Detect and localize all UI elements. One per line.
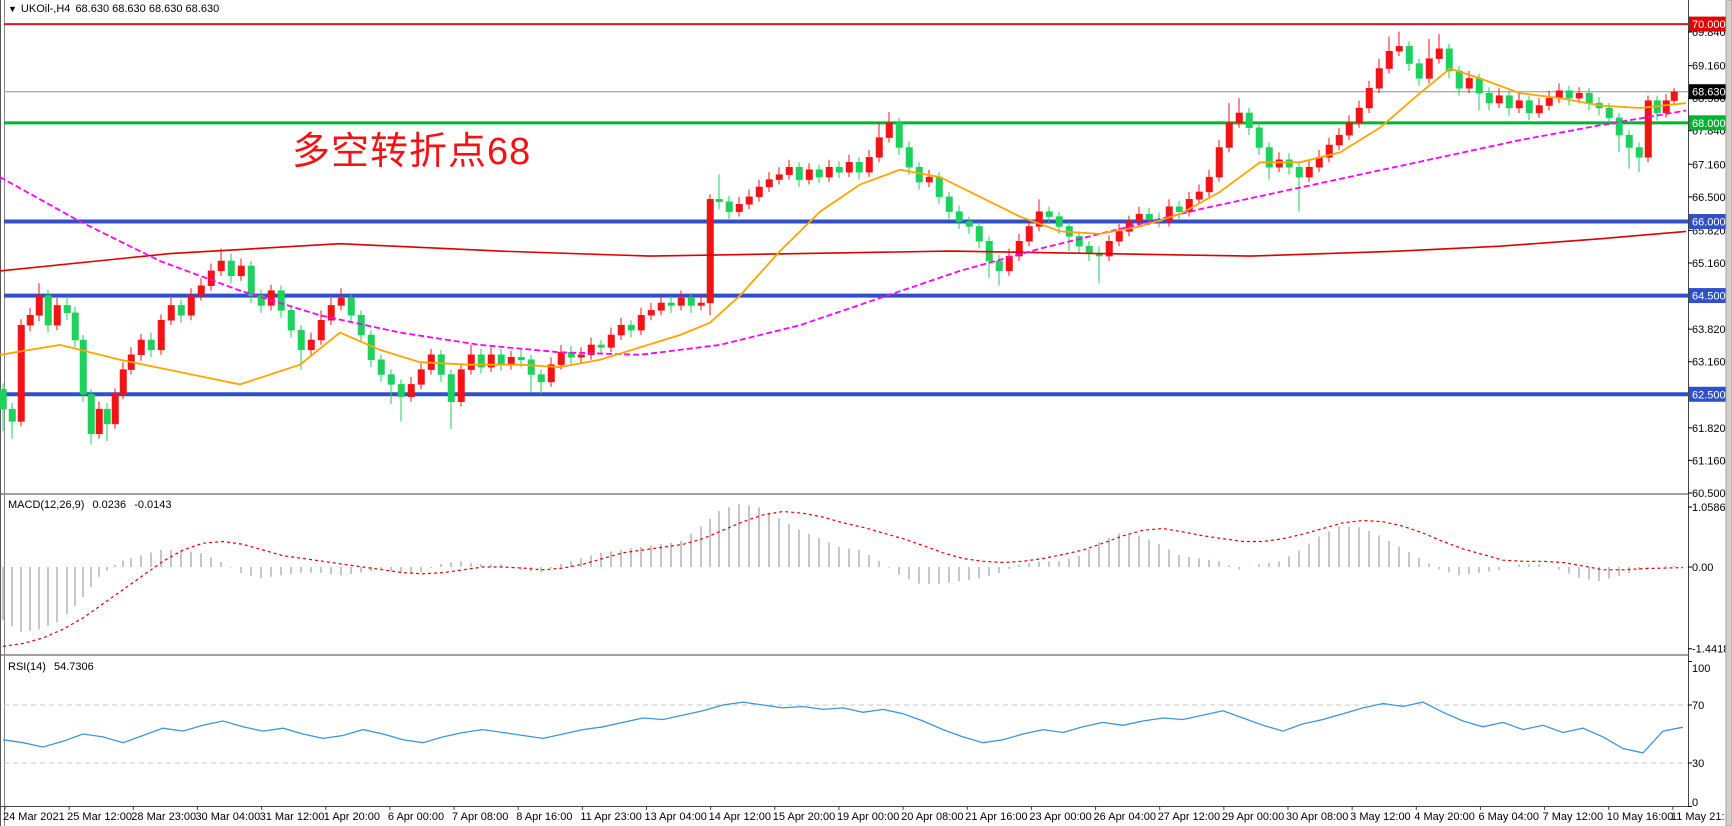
time-tick-label: 13 Apr 04:00 (645, 811, 707, 823)
time-tick-label: 4 May 20:00 (1414, 811, 1475, 823)
time-tick-label: 6 Apr 00:00 (388, 811, 444, 823)
horizontal-level-lines (4, 23, 1688, 397)
price-tick-label: 63.820 (1692, 324, 1726, 336)
rsi-axis-label: 0 (1692, 797, 1698, 809)
rsi-value: 54.7306 (53, 661, 94, 673)
time-tick-label: 30 Mar 04:00 (195, 811, 260, 823)
macd-signal-value: -0.0143 (134, 499, 172, 511)
ma-mid-magenta-line (0, 109, 1687, 356)
macd-indicator-header[interactable]: MACD(12,26,9) 0.0236 -0.0143 (8, 499, 172, 511)
time-tick-label: 31 Mar 12:00 (260, 811, 325, 823)
time-tick-label: 11 Apr 23:00 (580, 811, 642, 823)
price-badge-68.000 (1689, 115, 1727, 131)
rsi-axis-label: 70 (1692, 700, 1704, 712)
time-tick-label: 11 May 21:15 (1671, 811, 1732, 823)
time-tick-label: 7 May 12:00 (1543, 811, 1604, 823)
price-badge-66.000 (1689, 214, 1727, 230)
macd-axis-label: 0.00 (1692, 562, 1713, 574)
price-badge-label: 66.000 (1692, 217, 1726, 229)
price-badge-70.000 (1689, 16, 1727, 32)
time-axis: 24 Mar 2021 25 Mar 12:00 28 Mar 23:00 30 Ma… (3, 806, 1732, 823)
macd-main-value: 0.0236 (92, 499, 127, 511)
time-tick-label: 20 Apr 08:00 (901, 811, 963, 823)
time-tick-label: 30 Apr 08:00 (1286, 811, 1348, 823)
time-tick-label: 15 Apr 20:00 (773, 811, 835, 823)
macd-label: MACD(12,26,9) (8, 499, 85, 511)
time-tick-label: 10 May 16:00 (1607, 811, 1674, 823)
time-tick-label: 3 May 12:00 (1350, 811, 1411, 823)
time-tick-label: 19 Apr 00:00 (837, 811, 899, 823)
rsi-axis-label: 100 (1692, 663, 1710, 675)
right-scrollbar (1725, 0, 1732, 826)
vertical-scrollbar[interactable] (1725, 0, 1732, 826)
price-badge-label: 64.500 (1692, 291, 1726, 303)
symbol-quotes: 68.630 68.630 68.630 68.630 (75, 3, 220, 15)
time-tick-label: 14 Apr 12:00 (709, 811, 771, 823)
rsi-panel (2, 701, 1688, 764)
macd-axis-label: -1.4418 (1692, 644, 1729, 656)
price-tick-label: 61.820 (1692, 423, 1726, 435)
rsi-axis-label: 30 (1692, 758, 1704, 770)
price-badge-label: 68.630 (1692, 87, 1726, 99)
price-badge-68.630 (1689, 84, 1727, 100)
rsi-label: RSI(14) (8, 661, 46, 673)
price-tick-label: 66.500 (1692, 192, 1726, 204)
time-tick-label: 23 Apr 00:00 (1029, 811, 1091, 823)
time-tick-label: 26 Apr 04:00 (1094, 811, 1156, 823)
time-tick-label: 21 Apr 16:00 (965, 811, 1027, 823)
time-tick-label: 25 Mar 12:00 (67, 811, 132, 823)
time-tick-label: 29 Apr 00:00 (1222, 811, 1284, 823)
macd-panel (2, 503, 1684, 647)
price-tick-label: 63.160 (1692, 357, 1726, 369)
time-tick-label: 28 Mar 23:00 (131, 811, 196, 823)
price-badge-64.500 (1689, 288, 1727, 304)
rsi-indicator-header[interactable]: RSI(14) 54.7306 (8, 661, 94, 673)
price-tick-label: 61.160 (1692, 455, 1726, 467)
ma-slow-red-line (0, 230, 1687, 272)
price-tick-label: 65.160 (1692, 258, 1726, 270)
macd-axis-label: 1.0586 (1692, 502, 1726, 514)
price-badge-label: 68.000 (1692, 118, 1726, 130)
price-tick-label: 69.160 (1692, 61, 1726, 73)
collapse-triangle-icon[interactable]: ▼ (8, 4, 17, 14)
ma-fast-orange-line (0, 67, 1687, 386)
time-tick-label: 27 Apr 12:00 (1158, 811, 1220, 823)
price-badge-label: 70.000 (1692, 19, 1726, 31)
price-badge-label: 62.500 (1692, 389, 1726, 401)
time-tick-label: 24 Mar 2021 (3, 811, 65, 823)
time-tick-label: 1 Apr 20:00 (324, 811, 380, 823)
time-tick-label: 8 Apr 16:00 (516, 811, 572, 823)
price-tick-label: 60.500 (1692, 488, 1726, 500)
time-tick-label: 7 Apr 08:00 (452, 811, 508, 823)
time-tick-label: 6 May 04:00 (1478, 811, 1539, 823)
symbol-label: UKOil-,H4 (20, 3, 71, 15)
price-badge-62.500 (1689, 386, 1727, 402)
chart-annotation-text[interactable]: 多空转折点68 (292, 131, 532, 173)
price-tick-label: 67.160 (1692, 159, 1726, 171)
price-axis: 69.84069.16068.50067.84067.16066.50065.8… (1688, 0, 1732, 826)
symbol-header[interactable]: ▼ UKOil-,H4 68.630 68.630 68.630 68.630 (8, 3, 219, 15)
